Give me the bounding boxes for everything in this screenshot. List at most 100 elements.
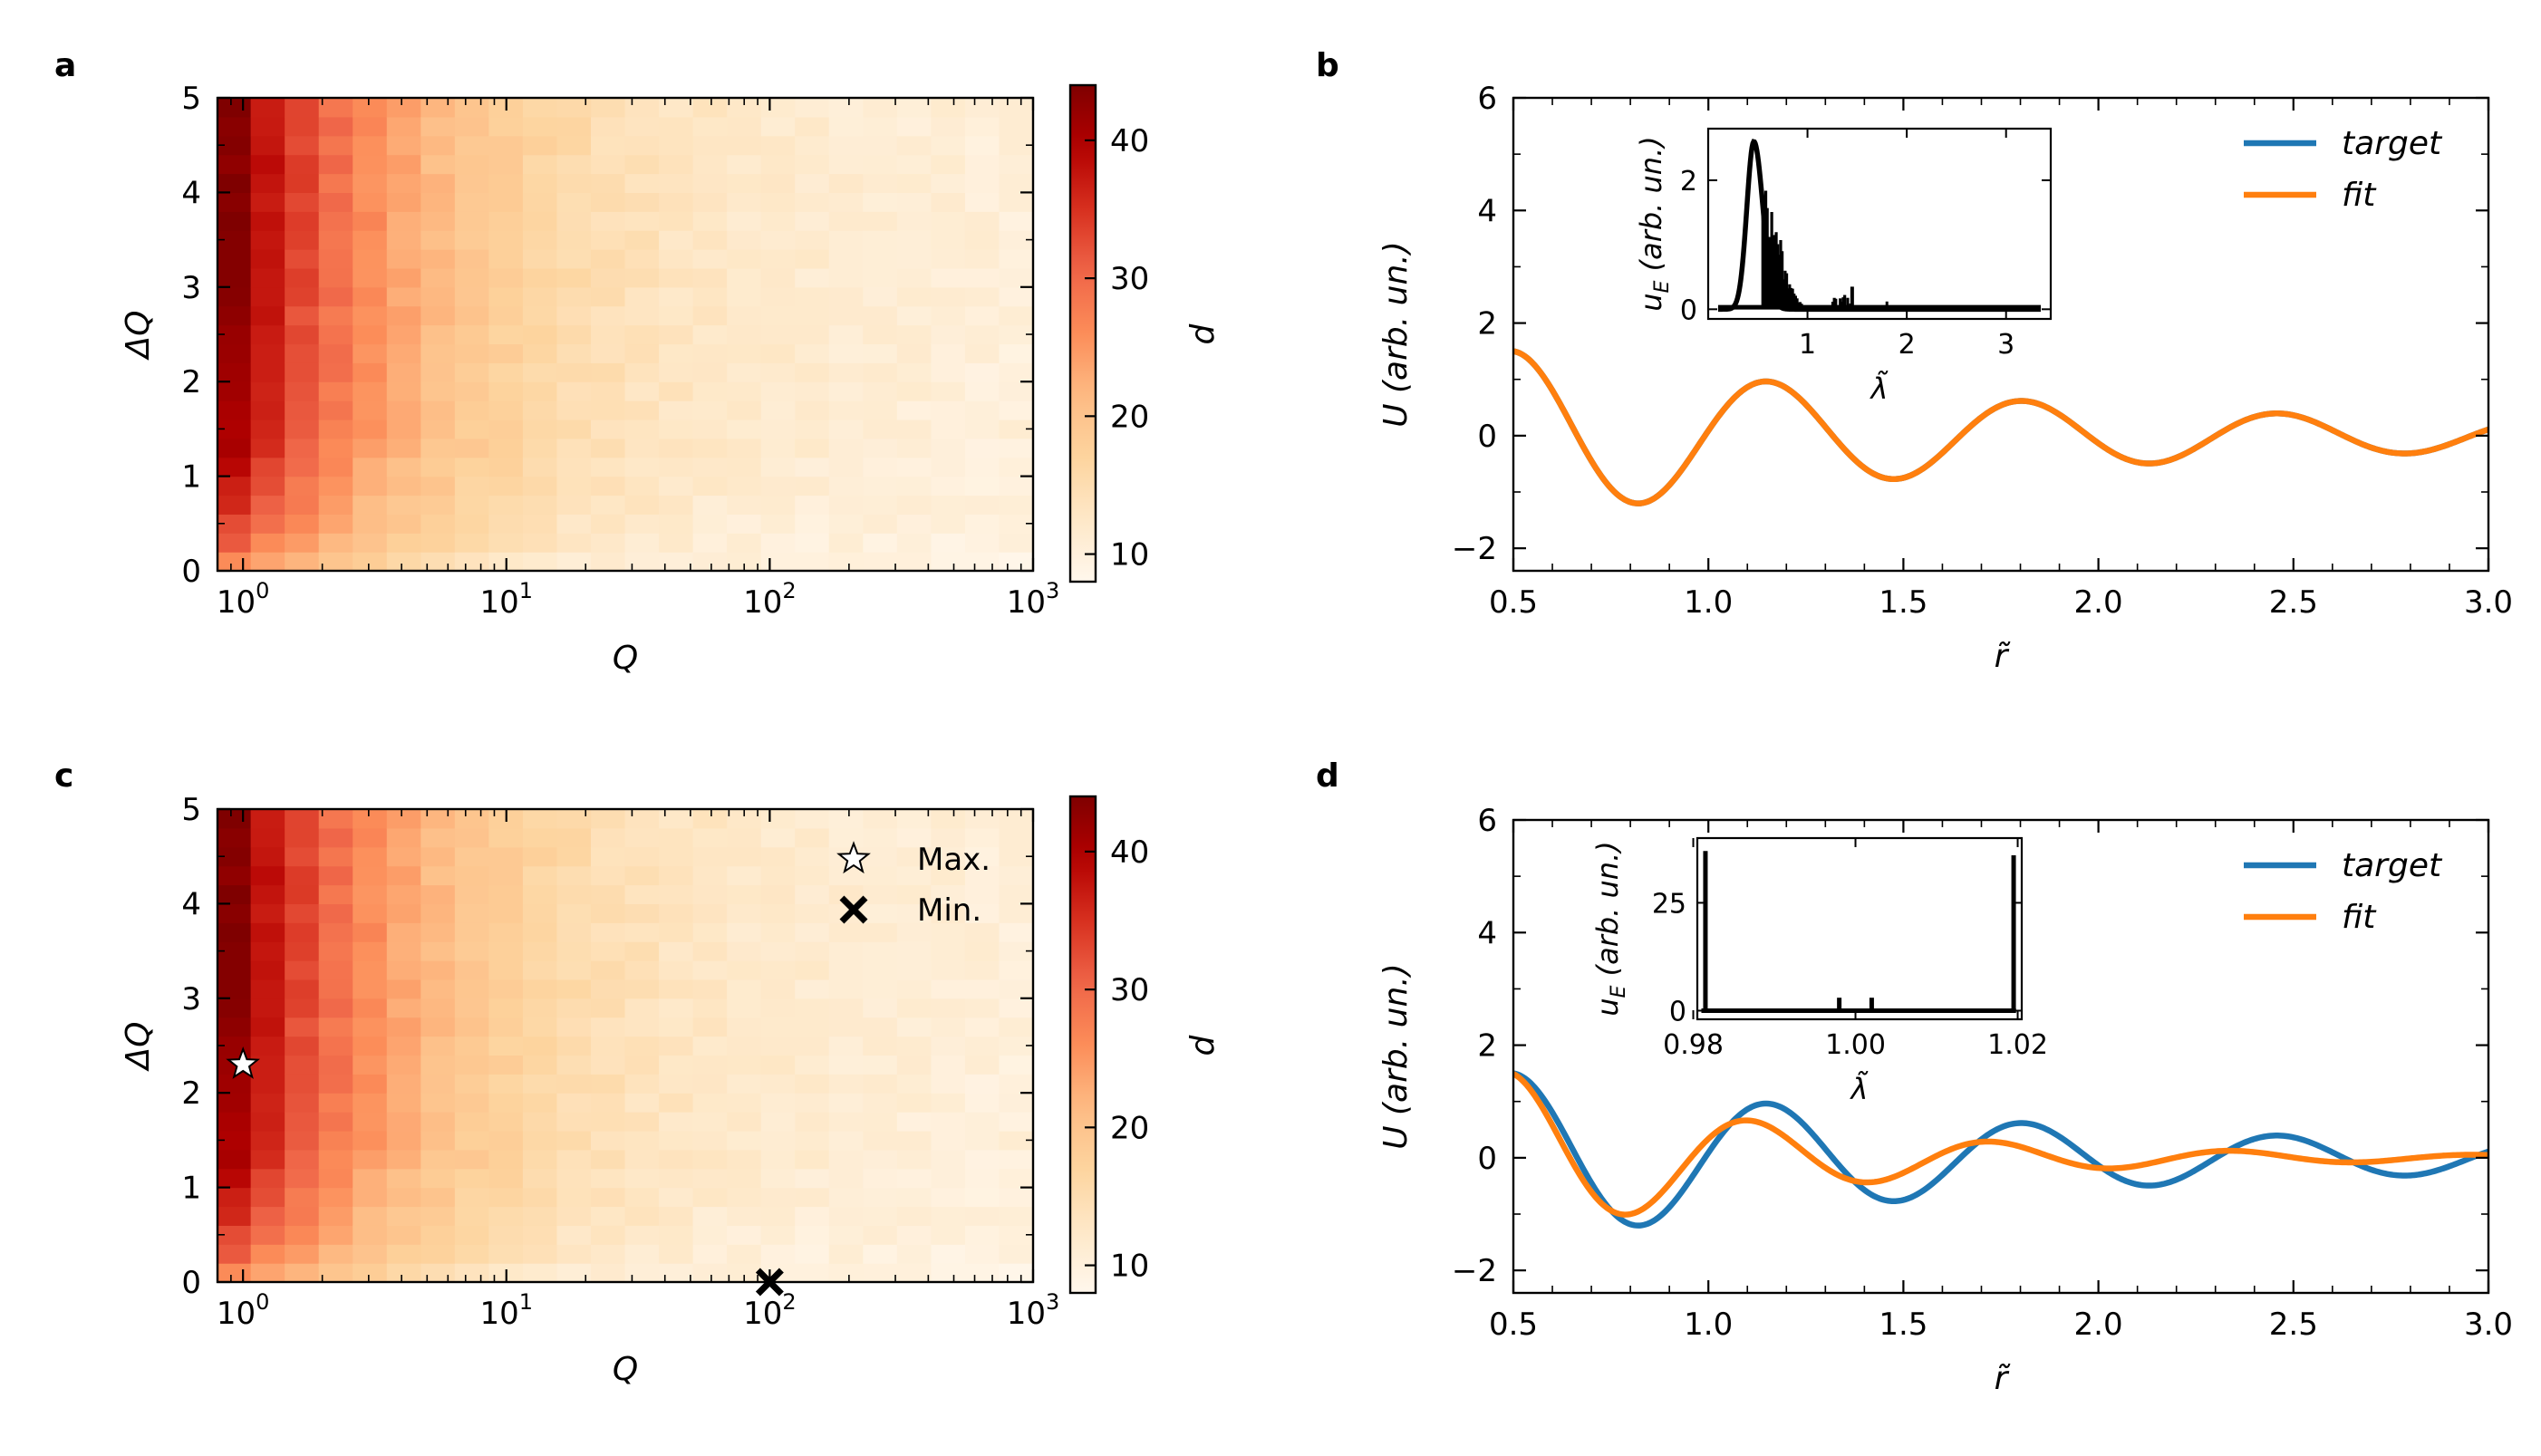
heatmap-cell (591, 1036, 626, 1056)
heatmap-cell (591, 1149, 626, 1170)
heatmap-cell (522, 903, 558, 923)
heatmap-cell (760, 230, 796, 250)
heatmap-cell (285, 267, 320, 288)
heatmap-cell (488, 1093, 524, 1113)
heatmap-cell (420, 1149, 456, 1170)
x-tick-label: 3.0 (2464, 1307, 2513, 1343)
heatmap-cell (624, 154, 660, 175)
heatmap-cell (353, 305, 388, 326)
heatmap-cell (556, 135, 592, 156)
heatmap-cell (353, 552, 388, 572)
heatmap-cell (556, 1244, 592, 1264)
heatmap-cell (522, 192, 558, 212)
heatmap-cell (420, 362, 456, 382)
heatmap-cell (964, 533, 1000, 553)
heatmap-cell (217, 343, 252, 363)
heatmap-cell (318, 865, 353, 886)
heatmap-cell (353, 154, 388, 175)
heatmap-cell (285, 865, 320, 886)
heatmap-cell (250, 438, 285, 458)
x-tick-label: 103 (1007, 578, 1060, 621)
heatmap-cell (318, 1168, 353, 1189)
heatmap-cell (659, 400, 694, 420)
heatmap-cell (692, 941, 728, 961)
heatmap-cell (454, 922, 490, 942)
heatmap-cell (964, 419, 1000, 439)
heatmap-cell (454, 135, 490, 156)
heatmap-cell (999, 419, 1034, 439)
inset: 1 2 3 0 2 λ̃ uE (arb. un.) (1634, 127, 2053, 406)
heatmap-cell (999, 1263, 1034, 1283)
heatmap-cell (659, 230, 694, 250)
colorbar-tick-label: 30 (1110, 972, 1149, 1008)
y-tick-label: 0 (1477, 419, 1497, 455)
heatmap-cell (488, 343, 524, 363)
legend-label-target: target (2342, 847, 2443, 884)
heatmap-cell (727, 211, 762, 231)
heatmap-cell (964, 998, 1000, 1018)
heatmap-cell (250, 514, 285, 534)
heatmap-cell (692, 846, 728, 867)
heatmap-cell (795, 1074, 830, 1094)
heatmap-cell (896, 1130, 932, 1151)
heatmap-cell (964, 1112, 1000, 1132)
heatmap-cell (931, 495, 966, 515)
heatmap-cell (795, 998, 830, 1018)
y-tick-label: −2 (1452, 1253, 1497, 1289)
y-tick-label: 2 (181, 1075, 201, 1112)
heatmap-cell (659, 1187, 694, 1208)
heatmap-cell (353, 960, 388, 980)
heatmap-cell (318, 173, 353, 193)
heatmap-cell (217, 267, 252, 288)
heatmap-cell (217, 1206, 252, 1226)
heatmap-cell (760, 1074, 796, 1094)
heatmap-cell (760, 1225, 796, 1245)
y-tick-label: −2 (1452, 531, 1497, 567)
heatmap-cell (863, 98, 898, 118)
panel-label-c: c (54, 757, 73, 795)
heatmap-cell (659, 324, 694, 345)
heatmap-cell (659, 381, 694, 401)
heatmap-cell (795, 865, 830, 886)
heatmap-cell (659, 438, 694, 458)
heatmap-cell (931, 476, 966, 497)
plot-frame (1512, 96, 2490, 573)
heatmap-cell (828, 305, 864, 326)
heatmap-cells (217, 809, 1034, 1283)
heatmap-cell (591, 809, 626, 829)
heatmap-cell (386, 267, 421, 288)
heatmap-cell (999, 438, 1034, 458)
heatmap-cell (591, 1168, 626, 1189)
heatmap-cell (931, 154, 966, 175)
heatmap-cell (760, 827, 796, 848)
heatmap-cell (692, 286, 728, 307)
heatmap-cell (318, 827, 353, 848)
heatmap-cell (420, 865, 456, 886)
heatmap-cell (896, 343, 932, 363)
x-tick-label: 103 (1007, 1289, 1060, 1332)
heatmap-cell (250, 249, 285, 269)
heatmap-cell (828, 1149, 864, 1170)
heatmap-cell (285, 1055, 320, 1075)
heatmap-cell (659, 135, 694, 156)
heatmap-cell (454, 343, 490, 363)
heatmap-cell (795, 457, 830, 477)
heatmap-cell (318, 154, 353, 175)
heatmap-cell (659, 1093, 694, 1113)
heatmap-cell (999, 173, 1034, 193)
heatmap-cell (692, 960, 728, 980)
heatmap-cell (760, 286, 796, 307)
legend-label-min: Min. (917, 892, 981, 929)
heatmap-cell (556, 846, 592, 867)
heatmap-cell (760, 960, 796, 980)
heatmap-cell (931, 173, 966, 193)
heatmap-cell (318, 381, 353, 401)
heatmap-cell (964, 1017, 1000, 1037)
heatmap-cell (964, 903, 1000, 923)
heatmap-cell (863, 305, 898, 326)
heatmap-cell (863, 865, 898, 886)
heatmap-cell (250, 98, 285, 118)
heatmap-cell (217, 922, 252, 942)
heatmap-cell (522, 998, 558, 1018)
colorbar-tick-label: 30 (1110, 261, 1149, 297)
